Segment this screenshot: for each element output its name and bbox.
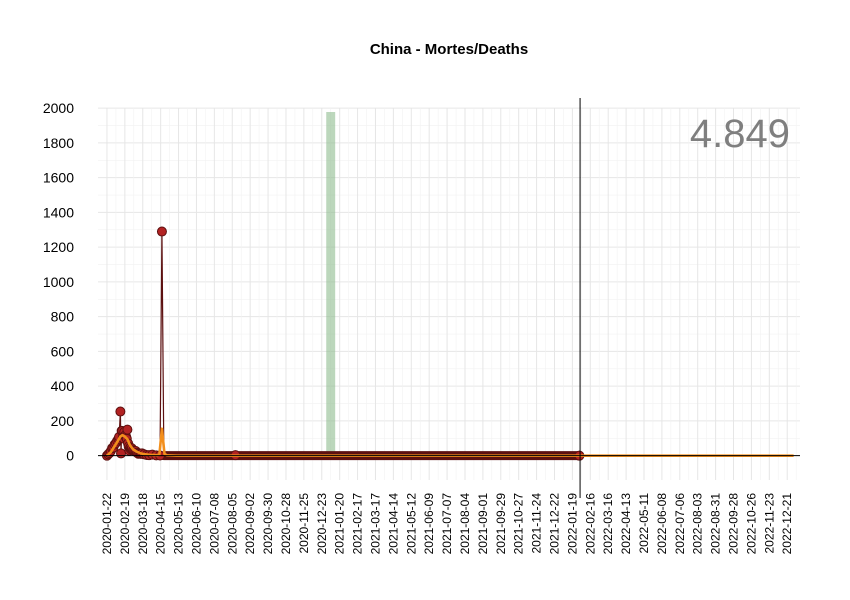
x-tick-label: 2020-08-05	[225, 493, 239, 555]
x-tick-label: 2022-07-06	[673, 493, 687, 555]
x-tick-label: 2021-10-27	[512, 493, 526, 555]
daily-deaths-point	[115, 406, 126, 417]
x-tick-label: 2022-03-16	[601, 493, 615, 555]
x-tick-label: 2022-04-13	[619, 493, 633, 555]
series-layer	[101, 226, 794, 461]
x-tick-label: 2021-05-12	[404, 493, 418, 555]
x-tick-label: 2020-06-10	[189, 493, 203, 555]
x-tick-label: 2022-08-31	[709, 493, 723, 555]
y-tick-label: 200	[51, 413, 75, 429]
y-tick-labels: 0 200 400 600 800 1000 1200 1400 1600 1800 2000	[43, 100, 74, 464]
daily-deaths-point	[156, 226, 167, 237]
x-tick-label: 2021-12-22	[547, 493, 561, 555]
x-tick-label: 2022-02-16	[583, 493, 597, 555]
x-tick-label: 2020-09-02	[243, 493, 257, 555]
x-tick-label: 2022-09-28	[727, 493, 741, 555]
axis-layer	[98, 98, 800, 498]
y-tick-label: 1200	[43, 239, 74, 255]
x-tick-label: 2020-05-13	[172, 493, 186, 555]
x-tick-label: 2022-08-03	[691, 493, 705, 555]
x-tick-label: 2020-09-30	[261, 493, 275, 555]
x-tick-label: 2021-11-24	[530, 493, 544, 554]
x-tick-label: 2021-08-04	[458, 493, 472, 555]
x-tick-label: 2022-01-19	[565, 493, 579, 555]
x-tick-label: 2022-11-23	[762, 493, 776, 554]
shaded-period-layer	[326, 112, 336, 456]
x-tick-label: 2021-09-29	[494, 493, 508, 555]
y-tick-label: 400	[51, 378, 75, 394]
x-tick-label: 2020-10-28	[279, 493, 293, 555]
x-tick-label: 2022-05-11	[637, 493, 651, 554]
y-tick-label: 1800	[43, 135, 74, 151]
daily-deaths-point	[116, 448, 127, 459]
x-tick-label: 2021-01-20	[333, 493, 347, 555]
x-tick-labels: 2020-01-22 2020-02-19 2020-03-18 2020-04-15…	[100, 493, 794, 555]
x-tick-label: 2021-09-01	[476, 493, 490, 555]
x-tick-label: 2020-03-18	[136, 493, 150, 555]
x-tick-label: 2022-12-21	[780, 493, 794, 555]
x-tick-label: 2022-10-26	[744, 493, 758, 555]
x-tick-label: 2020-11-25	[297, 493, 311, 554]
daily-deaths-line	[106, 231, 580, 457]
x-tick-label: 2022-06-08	[655, 493, 669, 555]
x-tick-label: 2020-02-19	[118, 493, 132, 555]
y-tick-label: 1000	[43, 274, 74, 290]
y-tick-label: 1600	[43, 170, 74, 186]
y-tick-label: 1400	[43, 204, 74, 220]
x-tick-label: 2020-07-08	[207, 493, 221, 555]
x-tick-label: 2021-07-07	[440, 493, 454, 555]
x-tick-label: 2020-04-15	[154, 493, 168, 555]
x-tick-label: 2020-01-22	[100, 493, 114, 555]
chart-title: China - Mortes/Deaths	[370, 41, 528, 58]
x-tick-label: 2021-06-09	[422, 493, 436, 555]
grid	[98, 107, 800, 480]
x-tick-label: 2021-03-17	[368, 493, 382, 555]
y-tick-label: 600	[51, 343, 75, 359]
x-tick-label: 2021-04-14	[386, 493, 400, 555]
daily-deaths-point	[122, 424, 133, 435]
y-tick-label: 0	[66, 448, 74, 464]
y-tick-label: 800	[51, 309, 75, 325]
y-tick-label: 2000	[43, 100, 74, 116]
x-tick-label: 2020-12-23	[315, 493, 329, 555]
total-deaths-label: 4.849	[690, 112, 790, 156]
shaded-period	[326, 112, 336, 456]
x-tick-label: 2021-02-17	[351, 493, 365, 555]
